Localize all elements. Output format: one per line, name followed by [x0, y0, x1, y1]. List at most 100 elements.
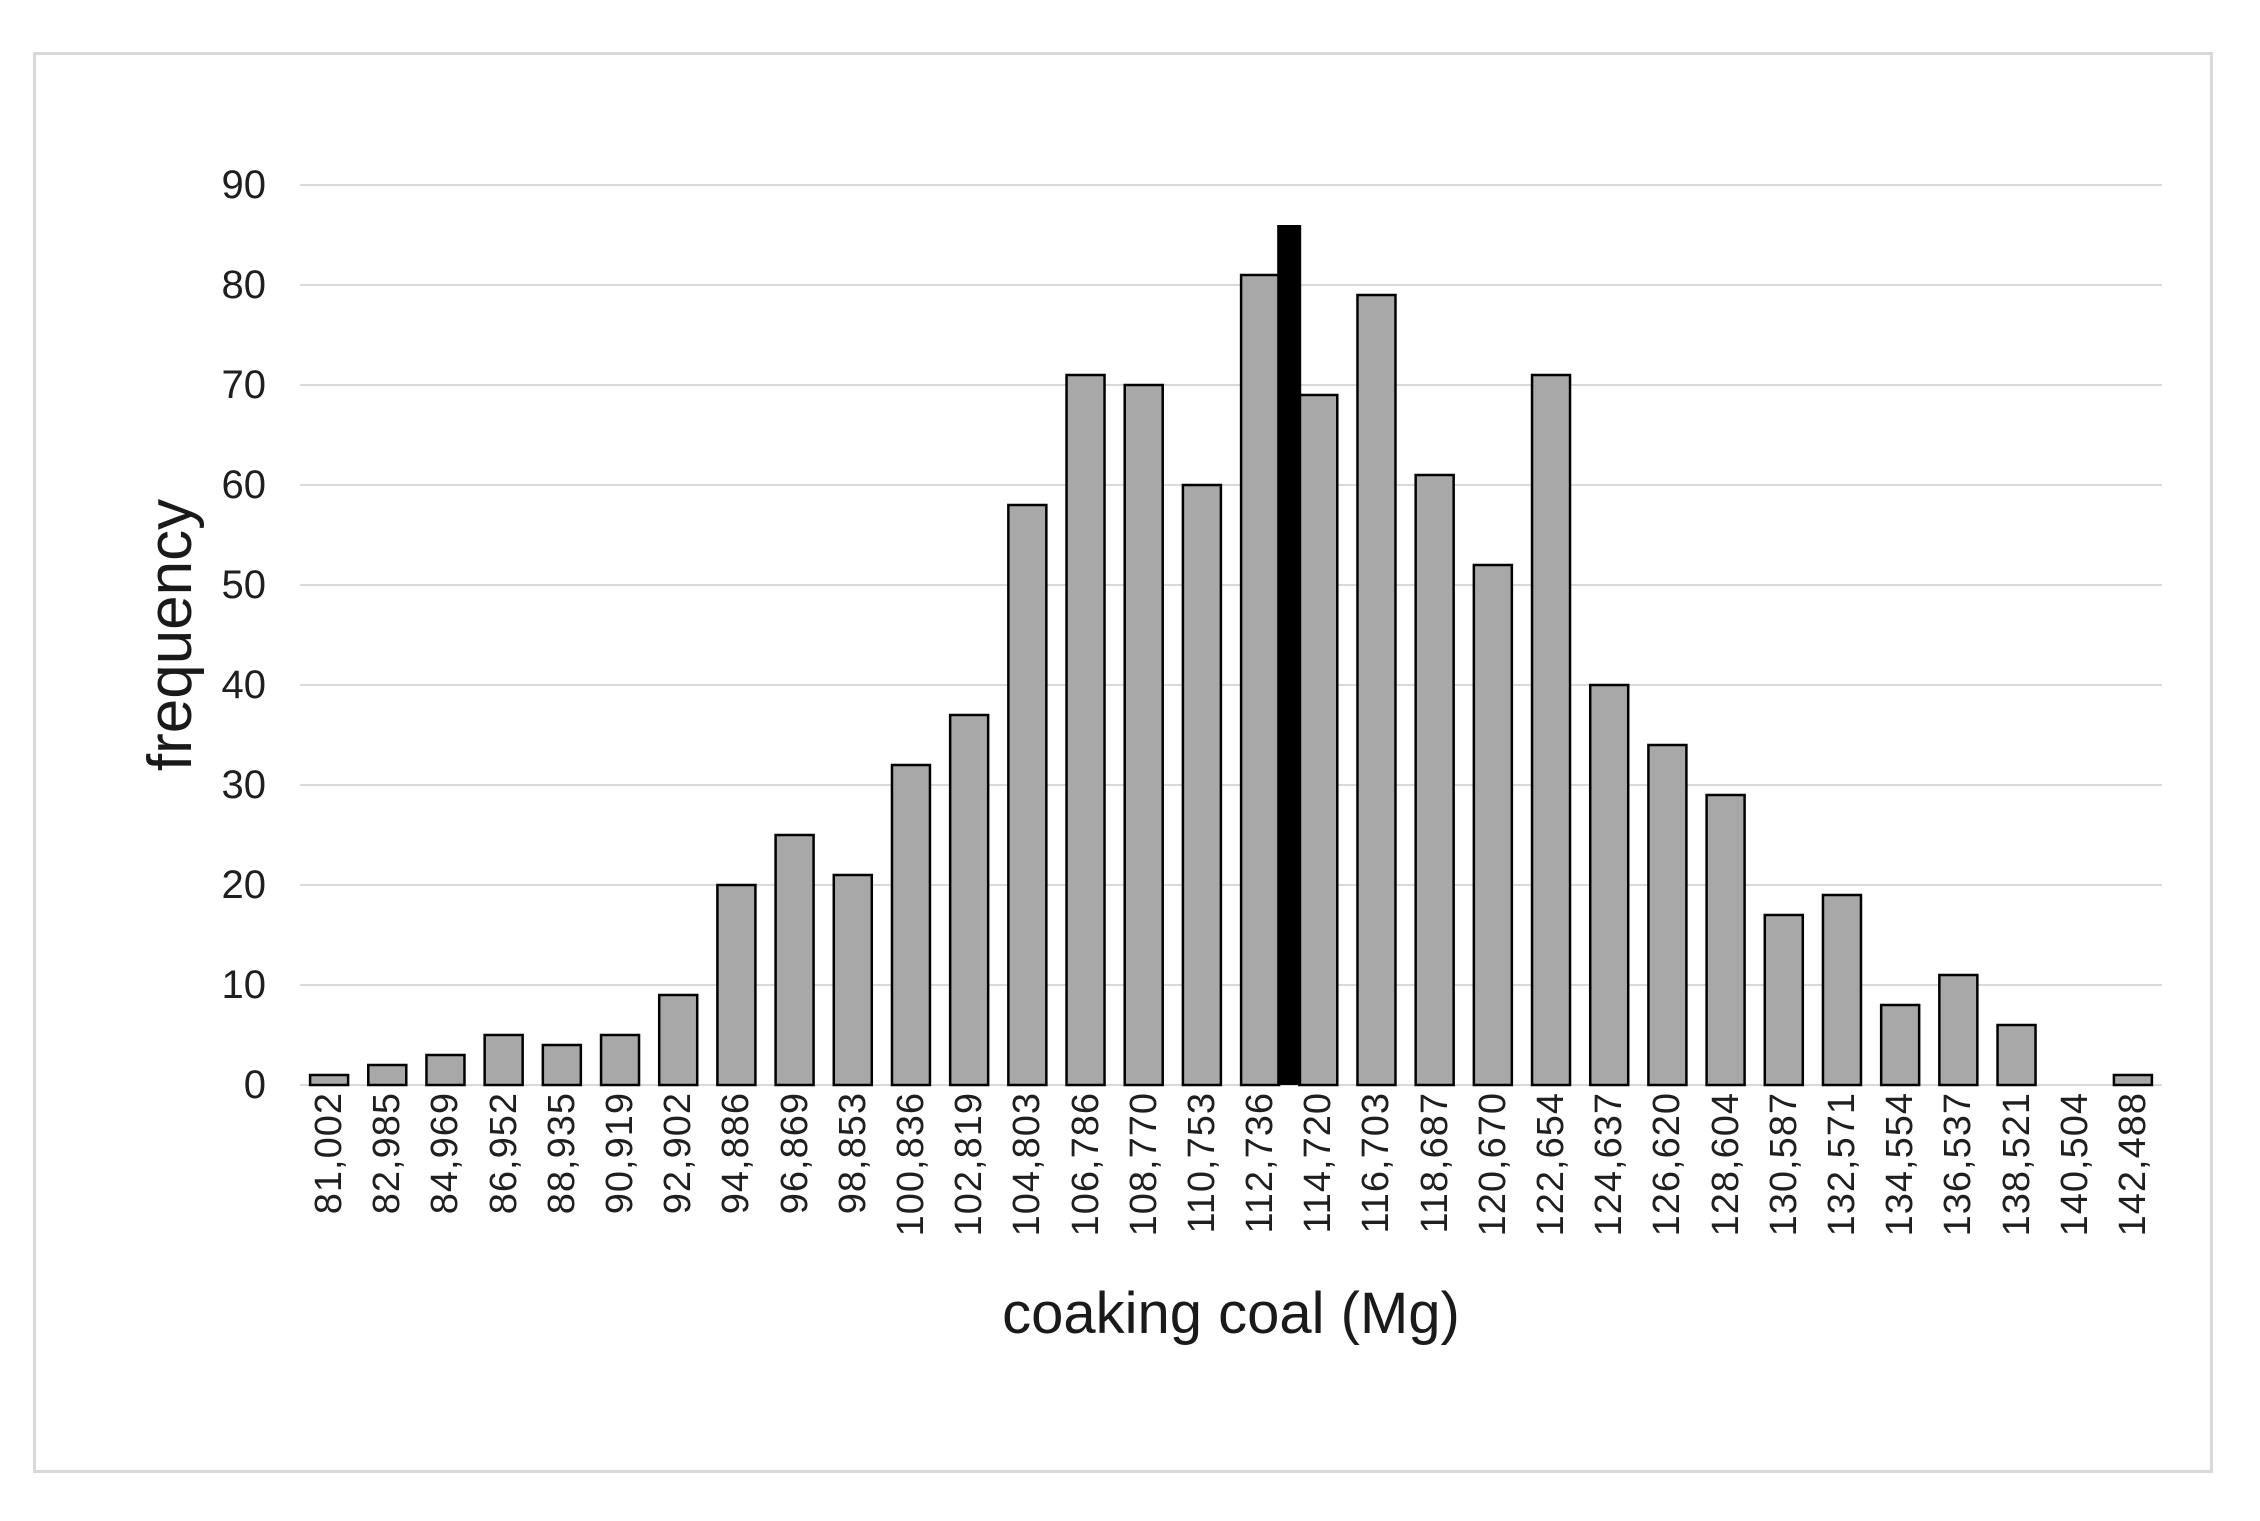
x-tick-label: 90,919 — [599, 1092, 642, 1215]
x-tick-102,819: 102,819 — [948, 1092, 990, 1292]
bar-106,786 — [1065, 373, 1106, 1087]
y-tick-label-60: 60 — [221, 463, 267, 507]
x-tick-label: 124,637 — [1588, 1092, 1631, 1237]
x-tick-106,786: 106,786 — [1065, 1092, 1107, 1292]
x-tick-132,571: 132,571 — [1821, 1092, 1863, 1292]
x-tick-142,488: 142,488 — [2112, 1092, 2154, 1292]
x-tick-88,935: 88,935 — [541, 1092, 583, 1292]
bar-88,935 — [541, 1043, 583, 1087]
x-tick-124,637: 124,637 — [1588, 1092, 1630, 1292]
x-tick-112,736: 112,736 — [1239, 1092, 1281, 1292]
bar-100,836 — [890, 763, 932, 1087]
x-tick-label: 86,952 — [482, 1092, 525, 1215]
bar-94,886 — [716, 883, 757, 1087]
x-tick-126,620: 126,620 — [1646, 1092, 1688, 1292]
bar-138,521 — [1996, 1023, 2037, 1087]
x-tick-130,587: 130,587 — [1763, 1092, 1805, 1292]
x-tick-92,902: 92,902 — [657, 1092, 699, 1292]
x-tick-label: 92,902 — [657, 1092, 700, 1215]
bar-142,488 — [2112, 1073, 2154, 1087]
x-tick-label: 82,985 — [366, 1092, 409, 1215]
x-tick-120,670: 120,670 — [1472, 1092, 1514, 1292]
bar-128,604 — [1705, 793, 1746, 1087]
x-tick-122,654: 122,654 — [1530, 1092, 1572, 1292]
bar-108,770 — [1123, 383, 1164, 1087]
x-tick-label: 142,488 — [2111, 1092, 2154, 1237]
x-tick-label: 138,521 — [1995, 1092, 2038, 1237]
x-tick-label: 104,803 — [1006, 1092, 1049, 1237]
x-tick-82,985: 82,985 — [366, 1092, 408, 1292]
bar-124,637 — [1588, 683, 1630, 1087]
x-tick-label: 134,554 — [1879, 1092, 1922, 1237]
x-tick-label: 108,770 — [1122, 1092, 1165, 1237]
x-tick-label: 136,537 — [1937, 1092, 1980, 1237]
x-tick-label: 96,869 — [773, 1092, 816, 1215]
bar-82,985 — [367, 1063, 408, 1087]
x-tick-label: 100,836 — [889, 1092, 932, 1237]
x-tick-label: 98,853 — [831, 1092, 874, 1215]
x-tick-label: 114,720 — [1297, 1092, 1340, 1234]
bar-130,587 — [1763, 913, 1805, 1087]
y-tick-label-70: 70 — [221, 363, 267, 407]
x-tick-90,919: 90,919 — [599, 1092, 641, 1292]
x-tick-118,687: 118,687 — [1414, 1092, 1456, 1292]
bar-120,670 — [1472, 563, 1514, 1087]
x-tick-86,952: 86,952 — [483, 1092, 525, 1292]
bar-92,902 — [657, 993, 699, 1087]
x-tick-128,604: 128,604 — [1705, 1092, 1747, 1292]
bar-86,952 — [483, 1033, 524, 1087]
x-tick-116,703: 116,703 — [1355, 1092, 1397, 1292]
x-tick-label: 106,786 — [1064, 1092, 1107, 1237]
x-tick-label: 118,687 — [1413, 1092, 1456, 1234]
x-tick-label: 140,504 — [2053, 1092, 2096, 1237]
x-tick-100,836: 100,836 — [890, 1092, 932, 1292]
bar-116,703 — [1356, 293, 1397, 1087]
x-tick-136,537: 136,537 — [1937, 1092, 1979, 1292]
marker-bar — [1277, 225, 1302, 1085]
x-tick-label: 120,670 — [1471, 1092, 1514, 1237]
x-tick-134,554: 134,554 — [1879, 1092, 1921, 1292]
x-tick-label: 122,654 — [1530, 1092, 1573, 1237]
x-tick-label: 128,604 — [1704, 1092, 1747, 1237]
x-tick-96,869: 96,869 — [774, 1092, 816, 1292]
y-tick-label-50: 50 — [221, 563, 267, 607]
x-tick-label: 132,571 — [1820, 1092, 1863, 1237]
x-tick-label: 116,703 — [1355, 1092, 1398, 1234]
bar-81,002 — [308, 1073, 350, 1087]
x-tick-110,753: 110,753 — [1181, 1092, 1223, 1292]
x-tick-label: 110,753 — [1180, 1092, 1223, 1234]
y-tick-label-20: 20 — [221, 863, 267, 907]
bar-114,720 — [1298, 393, 1339, 1087]
x-tick-label: 88,935 — [540, 1092, 583, 1215]
bar-122,654 — [1530, 373, 1572, 1087]
bar-102,819 — [948, 713, 990, 1087]
bar-84,969 — [425, 1053, 466, 1087]
x-tick-label: 81,002 — [308, 1092, 351, 1215]
bar-104,803 — [1007, 503, 1048, 1087]
x-tick-104,803: 104,803 — [1006, 1092, 1048, 1292]
x-tick-label: 94,886 — [715, 1092, 758, 1215]
bar-96,869 — [774, 833, 815, 1087]
y-axis-title-text: frequency — [136, 498, 205, 772]
bar-110,753 — [1181, 483, 1223, 1087]
x-tick-98,853: 98,853 — [832, 1092, 874, 1292]
x-tick-94,886: 94,886 — [715, 1092, 757, 1292]
x-tick-140,504: 140,504 — [2054, 1092, 2096, 1292]
x-tick-label: 102,819 — [948, 1092, 991, 1237]
x-tick-138,521: 138,521 — [1996, 1092, 2038, 1292]
x-tick-81,002: 81,002 — [308, 1092, 350, 1292]
x-tick-108,770: 108,770 — [1123, 1092, 1165, 1292]
x-tick-label: 126,620 — [1646, 1092, 1689, 1237]
x-tick-label: 84,969 — [424, 1092, 467, 1215]
bar-90,919 — [599, 1033, 641, 1087]
y-tick-label-10: 10 — [221, 963, 267, 1007]
bar-118,687 — [1414, 473, 1455, 1087]
bar-112,736 — [1239, 273, 1281, 1087]
y-tick-label-0: 0 — [243, 1063, 266, 1107]
x-tick-label: 130,587 — [1762, 1092, 1805, 1237]
bar-136,537 — [1938, 973, 1979, 1087]
x-tick-114,720: 114,720 — [1297, 1092, 1339, 1292]
y-tick-label-30: 30 — [221, 763, 267, 807]
